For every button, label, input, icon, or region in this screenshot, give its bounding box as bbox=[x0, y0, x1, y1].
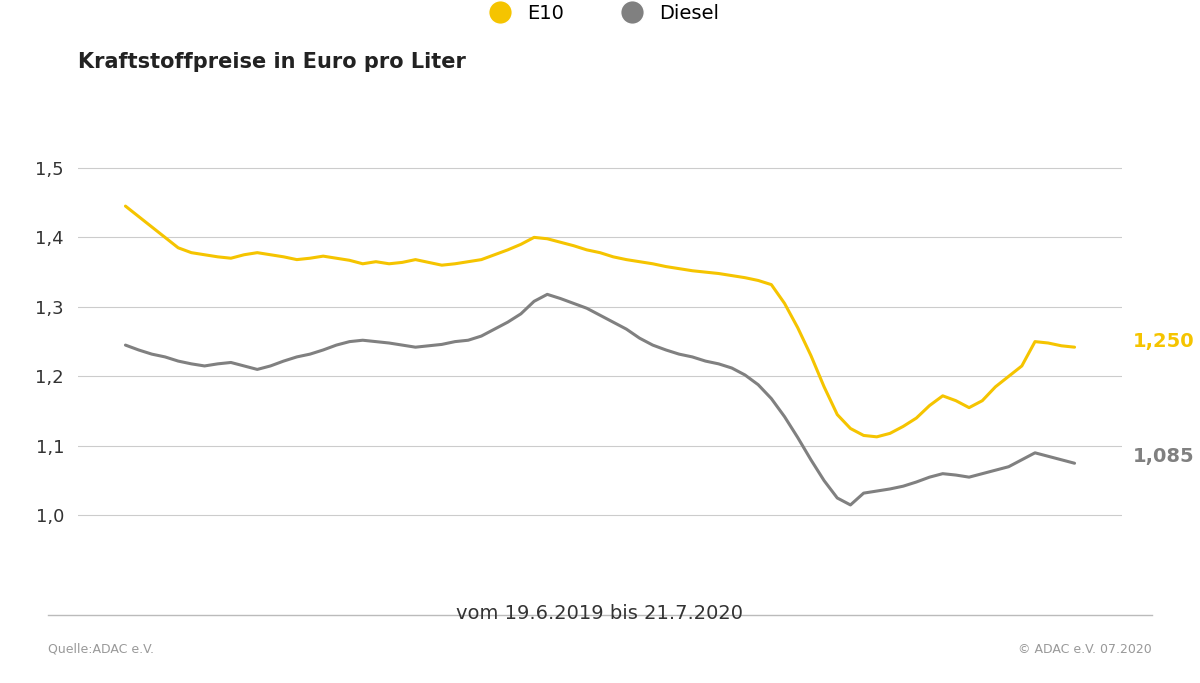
Text: vom 19.6.2019 bis 21.7.2020: vom 19.6.2019 bis 21.7.2020 bbox=[456, 604, 744, 624]
Text: © ADAC e.V. 07.2020: © ADAC e.V. 07.2020 bbox=[1019, 643, 1152, 656]
Text: Quelle:ADAC e.V.: Quelle:ADAC e.V. bbox=[48, 643, 154, 656]
Text: 1,085: 1,085 bbox=[1133, 447, 1195, 466]
Text: Kraftstoffpreise in Euro pro Liter: Kraftstoffpreise in Euro pro Liter bbox=[78, 52, 466, 72]
Text: 1,250: 1,250 bbox=[1133, 332, 1195, 351]
Legend: E10, Diesel: E10, Diesel bbox=[473, 0, 727, 30]
